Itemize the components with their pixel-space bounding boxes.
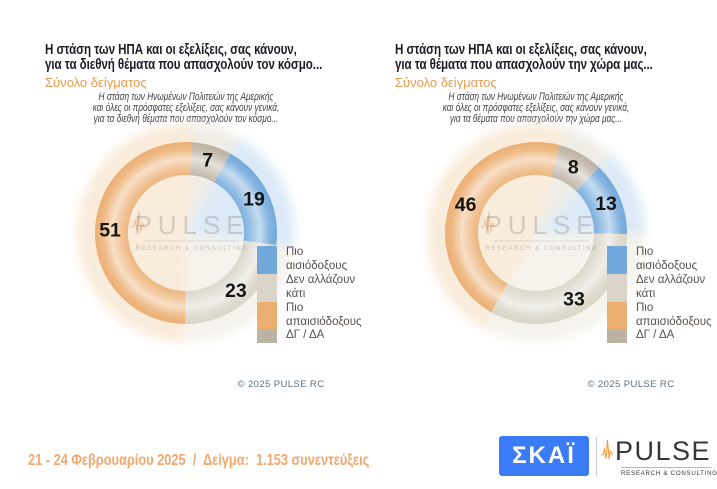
slice-value-label-1: 33 <box>563 288 585 310</box>
legend-label-3: ΔΓ / ΔΑ <box>286 329 325 342</box>
chart-subtitle: Σύνολο δείγματος <box>395 75 497 90</box>
donut-shine-overlay <box>95 142 277 324</box>
legend-swatch-0 <box>607 246 627 274</box>
legend-item-0: Πιο αισιόδοξους <box>607 246 717 274</box>
chart-title-line2: για τα διεθνή θέματα που απασχολούν τον … <box>45 57 323 74</box>
legend-item-2: Πιο απαισιόδοξους <box>607 301 717 330</box>
desc-line3: για τα διεθνή θέματα που απασχολούν τον … <box>93 112 279 125</box>
legend-label-2: Πιο απαισιόδοξους <box>636 301 712 328</box>
desc-line2: και όλες οι πρόσφατες εξελίξεις, σας κάν… <box>442 101 630 114</box>
legend-item-0: Πιο αισιόδοξους <box>257 246 367 274</box>
skai-logo-text: ΣΚΑΪ <box>512 442 576 469</box>
slice-value-label-2: 51 <box>99 220 121 242</box>
legend-label-0: Πιο αισιόδοξους <box>636 246 698 272</box>
legend-swatch-1 <box>257 273 277 302</box>
desc-line1: Η στάση των Ηνωμένων Πολιτειών της Αμερι… <box>98 91 274 103</box>
legend-label-3: ΔΓ / ΔΑ <box>636 329 675 342</box>
fieldwork-dates-sample: 21 - 24 Φεβρουαρίου 2025 / Δείγμα: 1.153… <box>28 452 370 469</box>
slice-value-label-2: 46 <box>455 194 477 216</box>
pulse-logo: PULSE RESEARCH & CONSULTING <box>601 434 717 477</box>
donut-chart-greece-opinion: PULSE RESEARCH & CONSULTING 8 13 33 46 <box>427 124 645 342</box>
slice-value-label-3: 7 <box>202 150 213 172</box>
legend-swatch-2 <box>257 301 277 330</box>
donut-shine-overlay <box>445 142 627 324</box>
chart-description: Η στάση των Ηνωμένων Πολιτειών της Αμερι… <box>69 92 303 125</box>
logo-divider <box>596 437 597 476</box>
chart-description: Η στάση των Ηνωμένων Πολιτειών της Αμερι… <box>419 92 653 125</box>
pulse-heartbeat-icon <box>601 439 613 460</box>
legend-swatch-2 <box>607 301 627 330</box>
legend-label-0: Πιο αισιόδοξους <box>286 246 348 272</box>
chart-legend: Πιο αισιόδοξους Δεν αλλάζουν κάτι Πιο απαισιό… <box>607 246 717 344</box>
watermark-heartbeat-icon <box>481 211 495 233</box>
slice-value-label-3: 8 <box>568 156 579 178</box>
legend-swatch-3 <box>607 329 627 344</box>
watermark-brand: PULSE <box>484 210 599 240</box>
pulse-watermark: PULSE RESEARCH & CONSULTING <box>481 210 599 252</box>
legend-item-3: ΔΓ / ΔΑ <box>607 329 717 344</box>
slice-value-label-1: 23 <box>225 280 247 302</box>
desc-line2: και όλες οι πρόσφατες εξελίξεις, σας κάν… <box>92 101 280 114</box>
pulse-logo-text: PULSE <box>614 436 711 466</box>
legend-item-1: Δεν αλλάζουν κάτι <box>607 273 717 302</box>
legend-item-2: Πιο απαισιόδοξους <box>257 301 367 330</box>
chart-title-greece: Η στάση των ΗΠΑ και οι εξελίξεις, σας κά… <box>395 42 717 74</box>
watermark-brand: PULSE <box>134 210 249 240</box>
desc-line3: για τα θέματα που απασχολούν την χώρα μα… <box>449 112 623 125</box>
copyright-note: © 2025 PULSE RC <box>587 379 675 390</box>
chart-legend: Πιο αισιόδοξους Δεν αλλάζουν κάτι Πιο απαισιό… <box>257 246 367 344</box>
legend-swatch-3 <box>257 329 277 344</box>
legend-label-1: Δεν αλλάζουν κάτι <box>286 273 356 300</box>
pulse-watermark: PULSE RESEARCH & CONSULTING <box>131 210 249 252</box>
pulse-logo-tagline: RESEARCH & CONSULTING <box>621 467 717 477</box>
skai-logo: ΣΚΑΪ <box>499 436 589 476</box>
chart-subtitle: Σύνολο δείγματος <box>45 75 147 90</box>
chart-title-line2: για τα θέματα που απασχολούν την χώρα μα… <box>395 57 653 74</box>
chart-title-line1: Η στάση των ΗΠΑ και οι εξελίξεις, σας κά… <box>395 42 647 58</box>
legend-swatch-1 <box>607 273 627 302</box>
chart-title-line1: Η στάση των ΗΠΑ και οι εξελίξεις, σας κά… <box>45 42 297 58</box>
legend-swatch-0 <box>257 246 277 274</box>
copyright-note: © 2025 PULSE RC <box>237 379 325 390</box>
watermark-tagline: RESEARCH & CONSULTING <box>136 245 249 252</box>
legend-item-3: ΔΓ / ΔΑ <box>257 329 367 344</box>
watermark-tagline: RESEARCH & CONSULTING <box>486 245 599 252</box>
slice-value-label-0: 19 <box>243 188 265 210</box>
chart-title-world: Η στάση των ΗΠΑ και οι εξελίξεις, σας κά… <box>45 42 381 74</box>
desc-line1: Η στάση των Ηνωμένων Πολιτειών της Αμερι… <box>448 91 624 103</box>
legend-label-2: Πιο απαισιόδοξους <box>286 301 362 328</box>
legend-label-1: Δεν αλλάζουν κάτι <box>636 273 706 300</box>
slice-value-label-0: 13 <box>595 193 617 215</box>
watermark-heartbeat-icon <box>131 211 145 233</box>
legend-item-1: Δεν αλλάζουν κάτι <box>257 273 367 302</box>
